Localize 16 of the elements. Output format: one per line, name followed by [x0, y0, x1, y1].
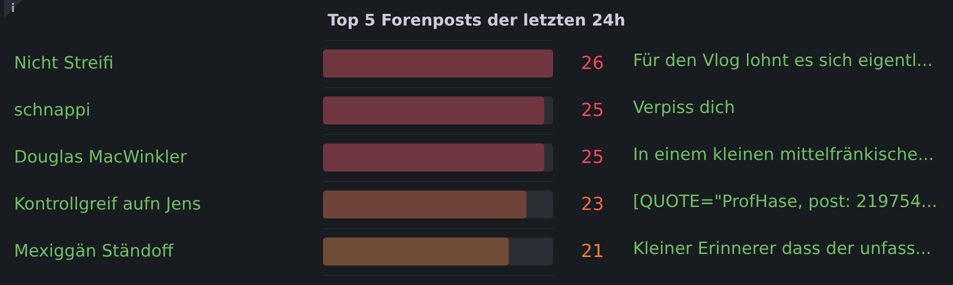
text: In einem kleinen mittelfränkische...: [633, 145, 934, 165]
text: Für den Vlog lohnt es sich eigentl...: [633, 51, 933, 71]
y-tick-label: Kontrollgreif aufn Jens: [14, 194, 202, 214]
data-label: 25: [581, 147, 604, 168]
text: Verpiss dich: [633, 98, 736, 118]
y-tick-label: Nicht Streifi: [14, 54, 114, 74]
data-label: 25: [581, 100, 604, 121]
text: [QUOTE="ProfHase, post: 219754...: [633, 192, 938, 212]
y-tick-label: Douglas MacWinkler: [14, 148, 187, 168]
y-tick-label: Mexiggän Ständoff: [14, 242, 175, 262]
y-tick-label: schnappi: [14, 100, 90, 120]
chart-title: Top 5 Forenposts der letzten 24h: [328, 10, 626, 30]
text: Kleiner Erinnerer dass der unfass...: [633, 239, 932, 259]
data-label: 26: [581, 53, 604, 74]
data-label: 21: [581, 241, 604, 262]
data-label: 23: [581, 194, 604, 215]
